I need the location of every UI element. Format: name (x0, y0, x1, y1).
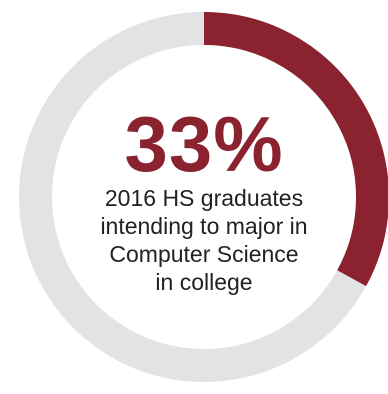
donut-slice-other (19, 12, 367, 382)
center-label: 33% 2016 HS graduates intending to major… (44, 104, 364, 296)
center-label-line-3: Computer Science (109, 241, 299, 267)
center-label-line-1: 2016 HS graduates (104, 185, 304, 211)
donut-slice-computer-science (203, 12, 388, 287)
center-label-line-2: intending to major in (100, 213, 308, 239)
center-label-line-4: in college (155, 269, 253, 295)
center-percentage: 33% (124, 100, 284, 188)
